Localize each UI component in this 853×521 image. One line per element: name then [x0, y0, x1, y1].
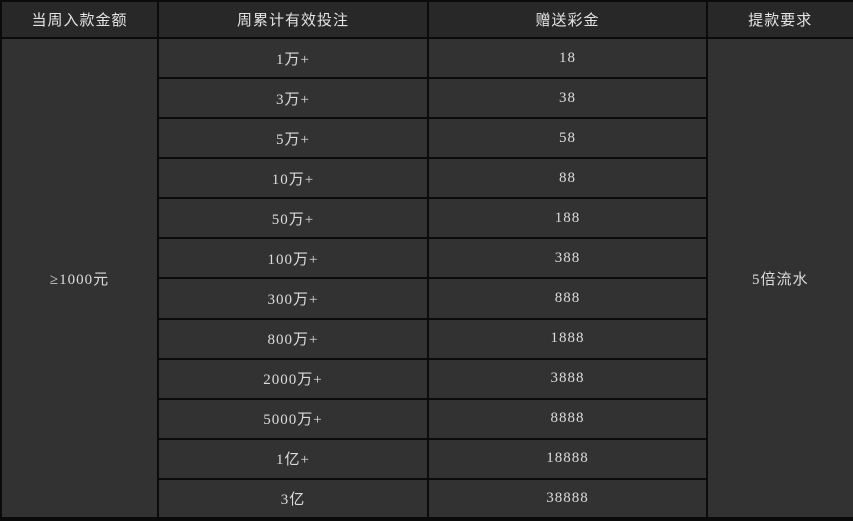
- bet-tier-cell: 100万+: [157, 237, 429, 280]
- table-row: 300万+ 888: [1, 277, 853, 320]
- bonus-value-cell: 38888: [427, 477, 708, 521]
- table-row: 50万+ 188: [1, 197, 853, 240]
- header-withdrawal-requirement: 提款要求: [706, 0, 853, 39]
- table-row: 1亿+ 18888: [1, 437, 853, 480]
- bonus-value-cell: 88: [427, 157, 708, 200]
- bonus-value-cell: 38: [427, 77, 708, 120]
- deposit-requirement-cell: ≥1000元: [0, 37, 159, 520]
- bet-tier-cell: 300万+: [157, 277, 429, 320]
- bet-tier-cell: 50万+: [157, 197, 429, 240]
- table-row: 3万+ 38: [1, 77, 853, 120]
- table-row: 3亿 38888: [1, 477, 853, 521]
- withdrawal-requirement-cell: 5倍流水: [706, 37, 853, 520]
- bet-tier-cell: 800万+: [157, 317, 429, 360]
- table-row: 5000万+ 8888: [1, 397, 853, 440]
- bonus-value-cell: 888: [427, 277, 708, 320]
- header-weekly-valid-bets: 周累计有效投注: [157, 0, 429, 39]
- bonus-value-cell: 18888: [427, 437, 708, 480]
- table-row: ≥1000元 1万+ 18 5倍流水: [0, 36, 853, 520]
- bet-tier-cell: 5000万+: [157, 397, 429, 440]
- bet-tier-cell: 5万+: [157, 117, 429, 160]
- bonus-value-cell: 388: [427, 237, 708, 280]
- table-row: 100万+ 388: [1, 237, 853, 280]
- bonus-value-cell: 8888: [427, 397, 708, 440]
- bet-tier-cell: 1万+: [157, 36, 429, 80]
- table-row: 2000万+ 3888: [1, 357, 853, 400]
- bet-tier-cell: 2000万+: [157, 357, 429, 400]
- bonus-value-cell: 1888: [427, 317, 708, 360]
- table-row: 800万+ 1888: [1, 317, 853, 360]
- bet-tier-cell: 1亿+: [157, 437, 429, 480]
- bonus-value-cell: 3888: [427, 357, 708, 400]
- bonus-value-cell: 188: [427, 197, 708, 240]
- bet-tier-cell: 10万+: [157, 157, 429, 200]
- bonus-value-cell: 18: [427, 36, 708, 80]
- header-bonus: 赠送彩金: [427, 0, 708, 39]
- header-deposit-amount: 当周入款金额: [0, 0, 159, 39]
- bet-tier-cell: 3万+: [157, 77, 429, 120]
- table-row: 5万+ 58: [1, 117, 853, 160]
- bonus-value-cell: 58: [427, 117, 708, 160]
- table-row: 10万+ 88: [1, 157, 853, 200]
- table-header-row: 当周入款金额 周累计有效投注 赠送彩金 提款要求: [0, 0, 853, 39]
- bet-tier-cell: 3亿: [157, 477, 429, 521]
